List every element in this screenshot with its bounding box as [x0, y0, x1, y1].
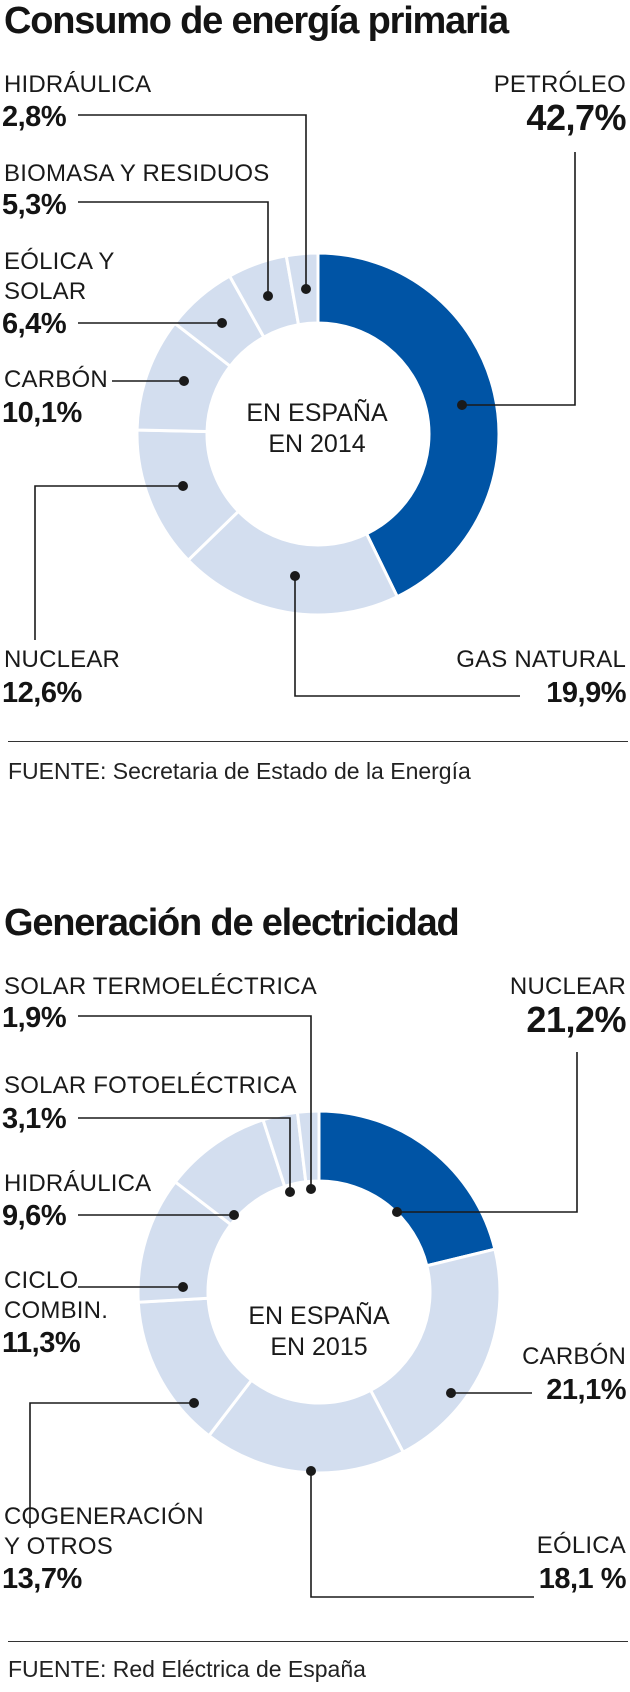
leader-dot — [178, 481, 188, 491]
leader-line — [29, 1402, 194, 1528]
label-petroleo: PETRÓLEO — [493, 71, 626, 98]
leader-line — [34, 485, 183, 640]
leader-dot — [290, 571, 300, 581]
donut-chart-primary-energy — [34, 114, 576, 697]
slice-carbón — [368, 1247, 502, 1455]
center-label-line2: EN 2015 — [270, 1333, 368, 1361]
leader-dot — [446, 1388, 456, 1398]
value-hidraulica: 2,8% — [2, 101, 67, 133]
label-ciclo: CICLO COMBIN. — [4, 1267, 109, 1324]
leader-line — [78, 1117, 291, 1192]
value-carbon: 21,1% — [546, 1374, 626, 1406]
leader-dot — [392, 1207, 402, 1217]
leader-dot — [217, 318, 227, 328]
source-note: FUENTE: Red Eléctrica de España — [8, 1656, 366, 1682]
value-petroleo: 42,7% — [526, 97, 626, 138]
center-label-line2: EN 2014 — [268, 430, 366, 458]
label-hidraulica: HIDRÁULICA — [4, 1170, 152, 1197]
leader-dot — [457, 400, 467, 410]
leader-line — [78, 1015, 312, 1189]
leader-line — [78, 201, 269, 296]
value-eolica-solar: 6,4% — [2, 308, 67, 340]
divider — [8, 1641, 628, 1642]
center-label-line1: EN ESPAÑA — [248, 1302, 390, 1330]
value-ciclo: 11,3% — [2, 1327, 81, 1359]
chart-title: Consumo de energía primaria — [4, 0, 509, 42]
center-label: EN ESPAÑA EN 2015 — [219, 1301, 419, 1363]
slice-petróleo — [316, 251, 501, 599]
source-note: FUENTE: Secretaria de Estado de la Energ… — [8, 758, 471, 784]
leader-dot — [301, 284, 311, 294]
chart-electricity-generation: Generación de electricidad EN ESPAÑA EN … — [0, 880, 630, 1692]
leader-dot — [306, 1184, 316, 1194]
value-nuclear: 21,2% — [526, 999, 626, 1040]
leader-dot — [189, 1398, 199, 1408]
label-eolica-solar: EÓLICA Y SOLAR — [4, 248, 115, 305]
donut-chart-electricity — [29, 1015, 578, 1598]
label-solar-foto: SOLAR FOTOELÉCTRICA — [4, 1072, 297, 1099]
value-eolica: 18,1 % — [538, 1563, 627, 1595]
leader-line — [78, 114, 307, 289]
value-biomasa: 5,3% — [2, 189, 67, 221]
value-gas-natural: 19,9% — [546, 677, 626, 709]
chart-title: Generación de electricidad — [4, 902, 460, 944]
divider — [8, 741, 628, 742]
label-hidraulica: HIDRÁULICA — [4, 71, 152, 98]
slice-solar-termoeléctrica — [295, 1109, 321, 1184]
label-carbon: CARBÓN — [4, 366, 108, 393]
slice-gas-natural — [186, 509, 400, 617]
value-solar-termo: 1,9% — [2, 1002, 67, 1034]
value-cogeneracion: 13,7% — [2, 1563, 82, 1595]
leader-dot — [263, 291, 273, 301]
label-gas-natural: GAS NATURAL — [456, 646, 626, 673]
leader-line — [294, 576, 520, 697]
label-nuclear: NUCLEAR — [509, 973, 626, 1000]
center-label-line1: EN ESPAÑA — [246, 399, 388, 427]
label-biomasa: BIOMASA Y RESIDUOS — [4, 160, 270, 187]
value-solar-foto: 3,1% — [2, 1103, 67, 1135]
label-carbon: CARBÓN — [522, 1343, 626, 1370]
leader-line — [310, 1471, 534, 1598]
value-hidraulica: 9,6% — [2, 1200, 67, 1232]
leader-dot — [179, 376, 189, 386]
label-nuclear: NUCLEAR — [4, 646, 121, 673]
label-cogeneracion: COGENERACIÓN Y OTROS — [4, 1503, 204, 1560]
chart-primary-energy: Consumo de energía primaria EN ESPAÑA EN… — [0, 0, 630, 784]
label-eolica: EÓLICA — [536, 1532, 626, 1559]
leader-dot — [306, 1466, 316, 1476]
value-carbon: 10,1% — [2, 397, 82, 429]
leader-line — [462, 152, 576, 406]
center-label: EN ESPAÑA EN 2014 — [217, 398, 417, 460]
leader-dot — [178, 1282, 188, 1292]
leader-dot — [229, 1210, 239, 1220]
value-nuclear: 12,6% — [2, 677, 82, 709]
leader-line — [397, 1052, 578, 1213]
slice-nuclear — [317, 1109, 497, 1268]
leader-dot — [285, 1187, 295, 1197]
label-solar-termo: SOLAR TERMOELÉCTRICA — [4, 973, 317, 1000]
